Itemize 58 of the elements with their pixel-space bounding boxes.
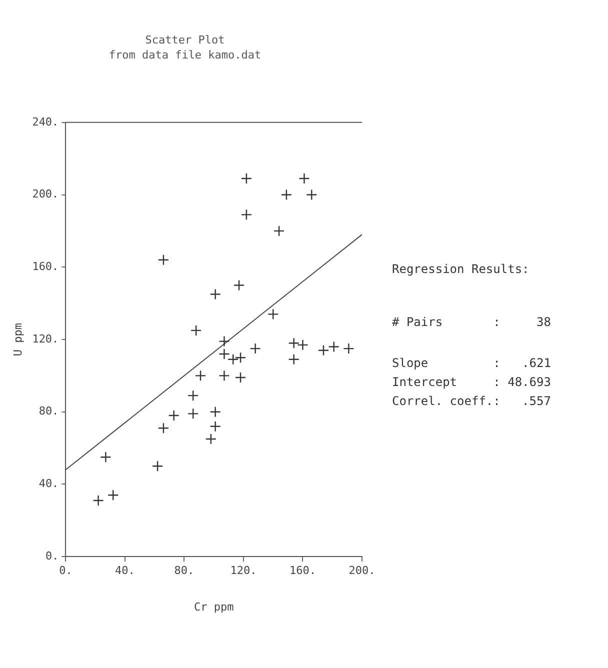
chart-subtitle: from data file kamo.dat (108, 48, 262, 62)
point (210, 288, 221, 300)
point (92, 494, 104, 506)
text: Correl. coeff.: .557 (392, 393, 551, 410)
point (168, 410, 180, 422)
point (250, 342, 261, 354)
chart-title: Scatter Plot (145, 33, 225, 46)
point (228, 354, 239, 365)
point (268, 308, 279, 320)
point (210, 420, 221, 432)
y-tick-label: 0. (45, 549, 59, 562)
point (240, 209, 252, 220)
point (190, 324, 202, 336)
point (288, 338, 300, 349)
point (233, 280, 245, 291)
point (108, 489, 119, 501)
point (306, 189, 318, 200)
point (188, 390, 199, 402)
y-tick-label: 200. (32, 188, 59, 201)
point (318, 344, 330, 356)
text: # Pairs : 38 (392, 314, 551, 331)
y-tick-label: 80. (38, 404, 59, 418)
y-tick-label: 240. (32, 115, 59, 128)
y-tick-label: 120. (32, 332, 59, 346)
point (273, 225, 285, 237)
point (234, 352, 246, 364)
x-tick-label: 120. (230, 564, 257, 578)
text: Intercept : 48.693 (392, 374, 551, 391)
x-tick-label: 80. (174, 564, 194, 578)
point (288, 354, 300, 365)
text: Regression Results: (392, 261, 530, 278)
y-tick-label: 40. (38, 477, 59, 490)
point (205, 433, 216, 445)
x-tick-label: 160. (289, 564, 316, 578)
point (100, 451, 112, 463)
point (280, 189, 292, 200)
point (158, 254, 170, 266)
point (188, 408, 199, 420)
y-tick-label: 160. (32, 260, 59, 273)
point (297, 339, 308, 351)
x-tick-label: 0. (59, 564, 72, 578)
text: Slope : .621 (392, 355, 551, 372)
y-axis-title: U ppm (11, 322, 24, 356)
x-axis-title: Cr ppm (194, 600, 234, 614)
x-tick-label: 40. (115, 564, 135, 578)
point (234, 372, 246, 384)
point (328, 341, 340, 352)
point (218, 370, 230, 382)
point (152, 460, 164, 472)
x-tick-label: 200. (348, 564, 376, 578)
point (218, 336, 230, 347)
point (343, 342, 354, 354)
point (158, 422, 170, 434)
point (210, 406, 221, 418)
point (298, 172, 310, 184)
point (240, 172, 252, 184)
point (218, 348, 230, 360)
point (194, 370, 206, 382)
